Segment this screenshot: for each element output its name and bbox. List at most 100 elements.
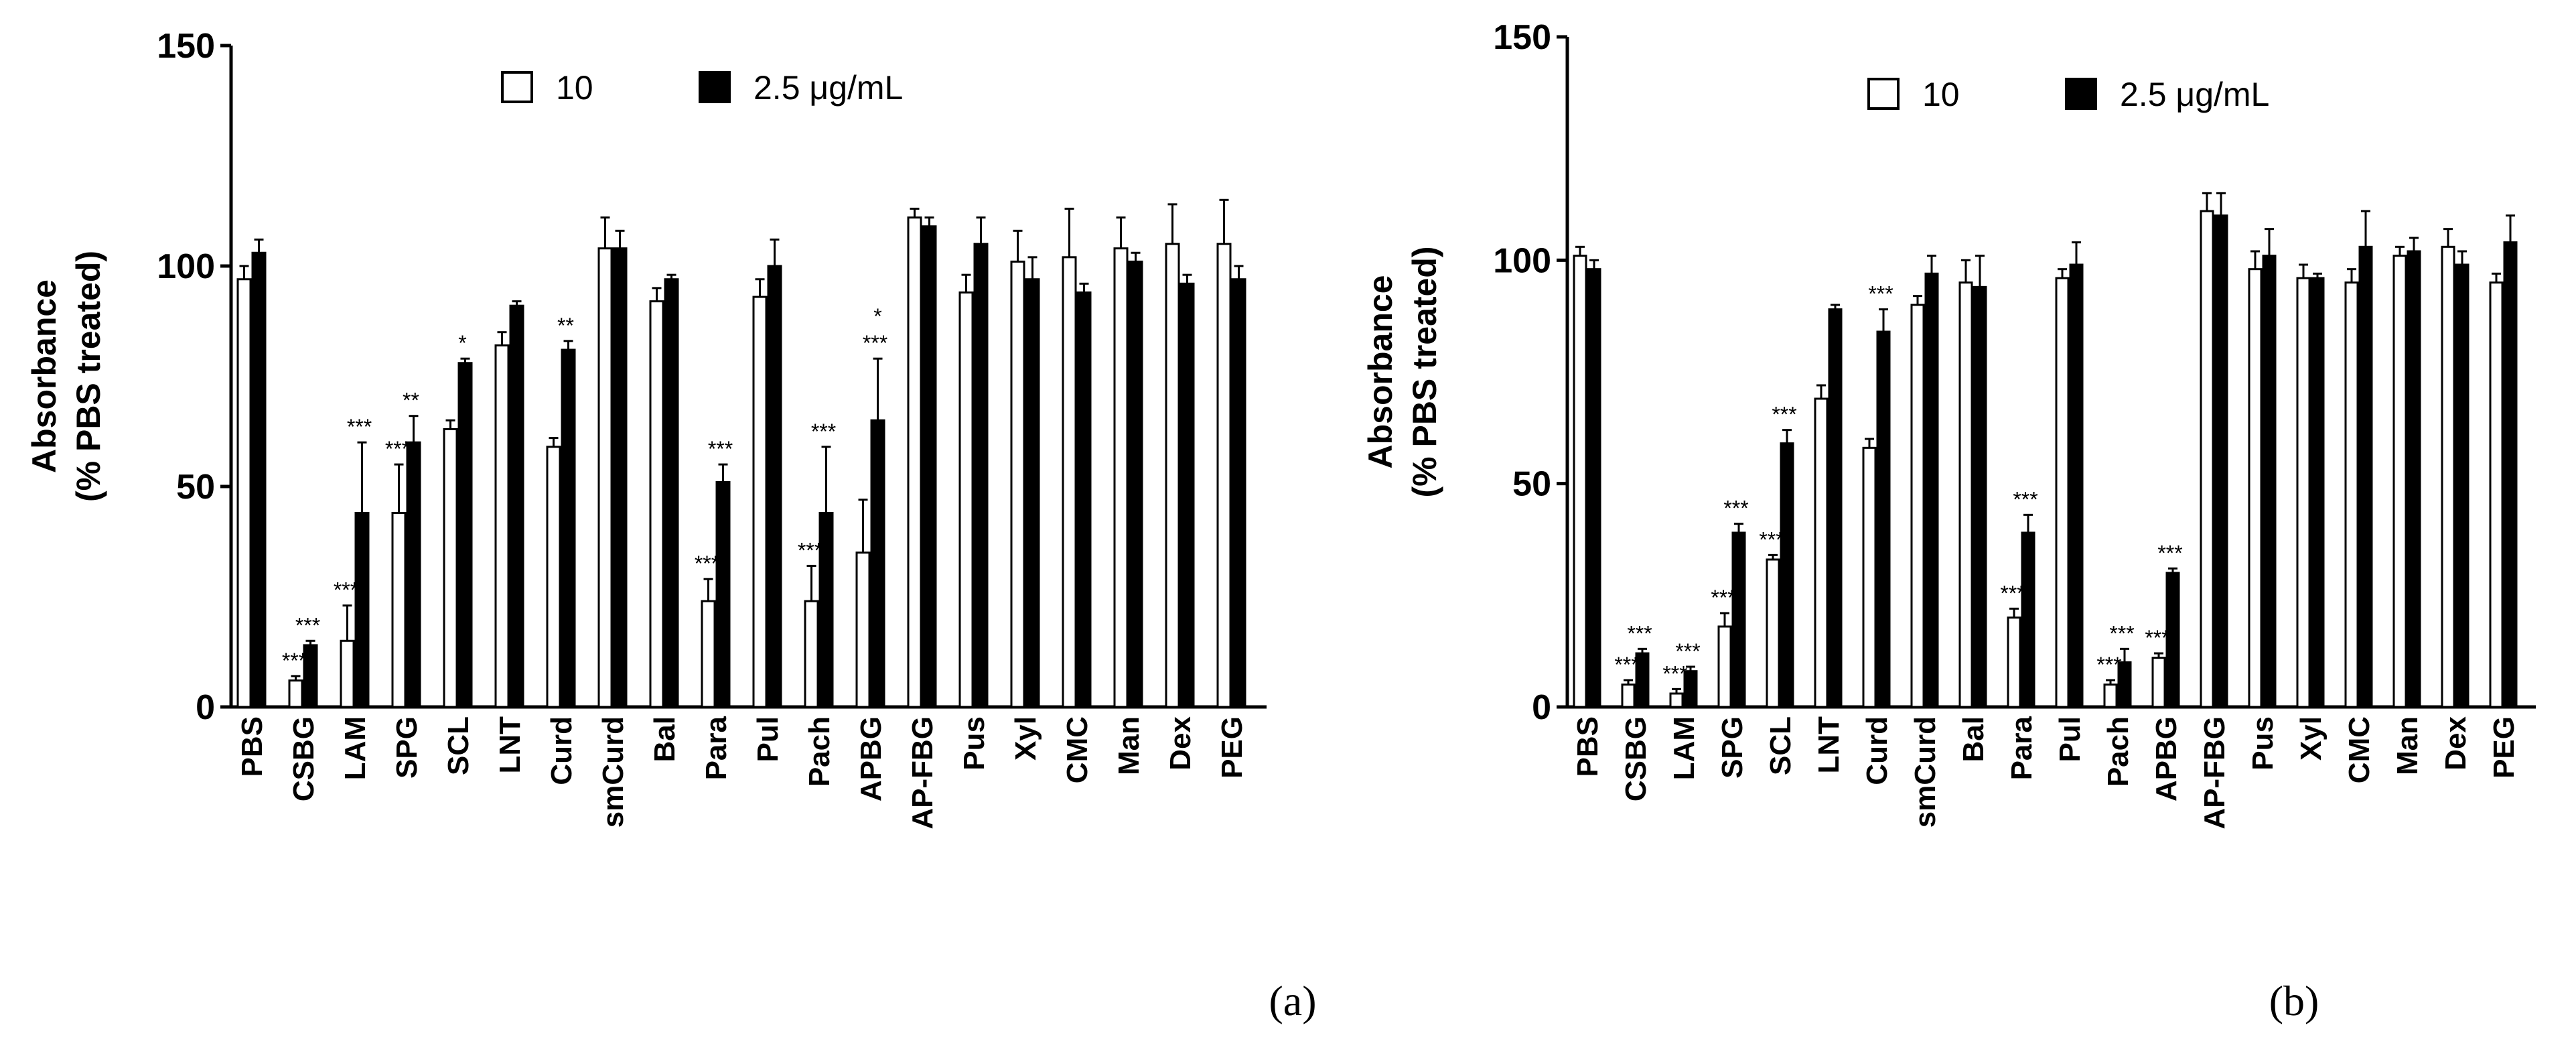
bar	[1025, 278, 1040, 708]
y-tick-label: 50	[1512, 465, 1551, 504]
bar	[494, 344, 510, 708]
bar	[340, 639, 355, 708]
bar	[1910, 304, 1925, 708]
y-tick-label: 0	[196, 688, 215, 727]
bar	[1165, 243, 1180, 708]
bar	[251, 251, 267, 708]
bar	[1010, 260, 1025, 708]
x-tick-label: PEG	[2488, 716, 2520, 779]
significance-label: ***	[385, 437, 410, 461]
x-tick-label: Man	[1113, 716, 1145, 775]
y-tick-label: 100	[157, 247, 215, 286]
bar	[1924, 272, 1939, 708]
bar	[1076, 291, 1092, 708]
bar	[2296, 277, 2311, 708]
significance-label: ***	[295, 613, 320, 637]
legend-label: 10	[1922, 76, 1960, 113]
x-tick-label: smCurd	[1909, 716, 1942, 828]
bar	[870, 419, 885, 708]
bar	[1766, 558, 1780, 708]
bar	[1958, 281, 1973, 708]
bar	[597, 247, 613, 708]
x-tick-label: PBS	[1571, 716, 1604, 777]
x-tick-label: PEG	[1216, 716, 1248, 779]
bar	[2455, 263, 2470, 708]
bar	[1216, 243, 1232, 708]
bar	[612, 247, 628, 708]
x-tick-label: Dex	[2439, 716, 2472, 770]
bar	[2262, 255, 2277, 708]
x-tick-label: CMC	[1061, 716, 1094, 783]
bar	[973, 243, 989, 708]
bar	[391, 511, 407, 708]
bar	[2503, 241, 2518, 708]
bar	[1635, 652, 1650, 708]
significance-label: ***	[2096, 653, 2121, 677]
significance-label: ***	[347, 415, 372, 439]
significance-label: ***	[282, 649, 307, 673]
bar	[1876, 330, 1891, 708]
bar	[2069, 263, 2084, 708]
x-tick-label: AP-FBG	[906, 716, 939, 830]
x-tick-label: Para	[2005, 716, 2038, 780]
bar	[1179, 282, 1195, 708]
bar	[958, 291, 974, 708]
panel-label: (b)	[2269, 977, 2319, 1025]
bar	[443, 428, 458, 708]
x-tick-label: Dex	[1164, 716, 1197, 770]
bar	[804, 600, 819, 708]
x-tick-label: PBS	[236, 716, 269, 777]
x-tick-label: SPG	[1716, 716, 1749, 779]
legend: 10 2.5 μg/mL	[1867, 76, 2269, 113]
legend-swatch-10	[501, 71, 533, 103]
significance-label: ***	[1772, 403, 1796, 427]
significance-label: ***	[811, 419, 836, 444]
bar	[1621, 683, 1636, 708]
legend-swatch-2-5	[2065, 78, 2097, 110]
x-tick-label: Pach	[2102, 716, 2135, 787]
significance-label: ***	[2013, 487, 2037, 511]
legend-label: 2.5 μg/mL	[754, 69, 903, 107]
bar	[1780, 442, 1794, 708]
bar	[1731, 531, 1746, 708]
bar	[907, 216, 922, 708]
bar	[1669, 692, 1684, 708]
legend-label: 2.5 μg/mL	[2120, 76, 2269, 113]
bar	[2103, 683, 2118, 708]
bar	[752, 296, 768, 708]
significance-label: ***	[2145, 626, 2169, 650]
bar	[2310, 277, 2325, 708]
bar	[2358, 245, 2373, 708]
bar	[1062, 256, 1077, 708]
bar	[1231, 278, 1246, 708]
bar	[1128, 260, 1143, 708]
x-tick-label: smCurd	[597, 716, 630, 828]
bar	[922, 225, 937, 708]
bar	[561, 348, 576, 708]
x-tick-label: Xyl	[1009, 716, 1042, 761]
bar	[1973, 285, 1987, 708]
significance-label: ***	[1614, 653, 1639, 677]
significance-label: ***	[2000, 581, 2025, 605]
bar	[1587, 268, 1601, 708]
y-tick-label: 100	[1493, 241, 1551, 280]
x-tick-label: CSBG	[287, 716, 320, 801]
x-tick-label: Pul	[752, 716, 784, 762]
bar	[664, 278, 679, 708]
bar	[1814, 397, 1829, 708]
bar	[406, 441, 421, 708]
significance-label: *	[458, 331, 466, 355]
significance-label: ***	[863, 331, 887, 355]
x-tick-label: LNT	[494, 716, 526, 774]
bar	[2248, 268, 2263, 708]
bar	[2441, 245, 2455, 708]
x-tick-label: Pus	[958, 716, 991, 771]
x-tick-label: AP-FBG	[2198, 716, 2231, 830]
y-tick-label: 150	[1493, 18, 1551, 57]
x-tick-label: Para	[700, 716, 733, 780]
bar	[1113, 247, 1129, 708]
bar	[2214, 214, 2228, 708]
x-tick-label: Bal	[1957, 716, 1990, 762]
x-tick-label: Pach	[803, 716, 836, 787]
legend-swatch-2-5	[699, 71, 731, 103]
